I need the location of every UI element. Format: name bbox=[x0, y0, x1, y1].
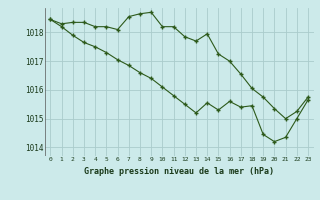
X-axis label: Graphe pression niveau de la mer (hPa): Graphe pression niveau de la mer (hPa) bbox=[84, 167, 274, 176]
